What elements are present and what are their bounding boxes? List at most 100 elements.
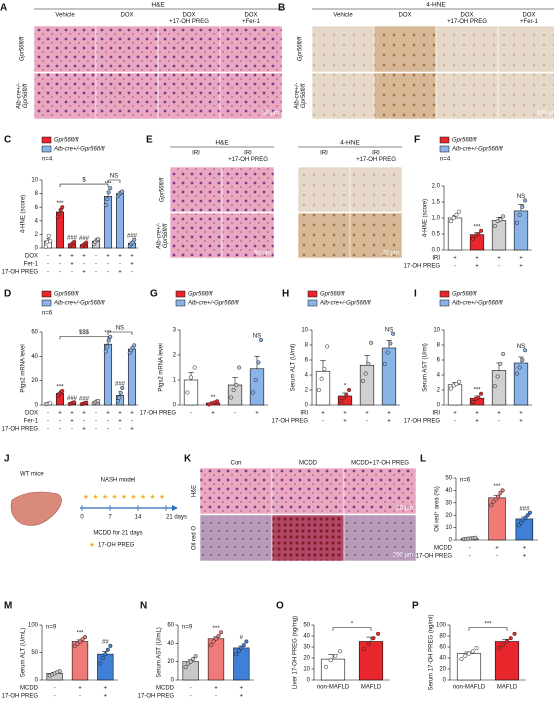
data-point bbox=[215, 399, 220, 404]
data-point bbox=[228, 395, 233, 400]
condition-sign: + bbox=[130, 254, 134, 260]
legend-label: Alb-cre+/-Gpr56fl/fl bbox=[451, 147, 503, 153]
bracket-label: NS bbox=[116, 326, 124, 332]
data-point bbox=[476, 231, 481, 237]
column-label: +Fer-1 bbox=[520, 19, 539, 25]
row-label: Alb-cre+/- Gpr56fl/fl bbox=[294, 83, 307, 110]
y-tick-label: 10 bbox=[301, 328, 308, 334]
data-point bbox=[213, 636, 219, 641]
data-point bbox=[498, 490, 503, 495]
condition-label: IRI bbox=[300, 411, 308, 417]
data-point bbox=[105, 647, 110, 652]
data-point bbox=[338, 399, 343, 404]
micrograph bbox=[343, 514, 417, 562]
row-label-text: Gpr56fl/fl bbox=[298, 36, 304, 61]
y-tick-label: 6 bbox=[305, 358, 309, 364]
scale-label: 20 μm bbox=[382, 251, 399, 257]
row-label-text: Alb-cre+/- bbox=[294, 83, 300, 110]
panel-letter: F bbox=[414, 135, 420, 146]
legend-swatch bbox=[175, 290, 186, 298]
condition-sign: - bbox=[54, 694, 56, 700]
y-axis-label: Serum AST (U/ml) bbox=[423, 343, 429, 392]
condition-sign: - bbox=[59, 427, 61, 433]
condition-sign: - bbox=[95, 419, 97, 425]
column-label: MCDD+17-OH PREG bbox=[351, 461, 409, 467]
y-axis-label: 4-HNE (score) bbox=[21, 195, 27, 233]
condition-sign: + bbox=[523, 554, 527, 560]
condition-sign: - bbox=[131, 270, 133, 276]
label: WT mice bbox=[20, 472, 44, 478]
condition-sign: + bbox=[82, 427, 86, 433]
condition-sign: + bbox=[130, 427, 134, 433]
row-label: H&E bbox=[192, 485, 198, 497]
bar bbox=[115, 193, 125, 249]
column-label: DOX bbox=[460, 13, 473, 19]
scale-label: 50 μm bbox=[254, 251, 271, 257]
micrograph bbox=[297, 212, 351, 259]
micrograph bbox=[33, 72, 97, 120]
significance: *** bbox=[76, 631, 84, 637]
star: ★ bbox=[111, 493, 117, 501]
micrograph bbox=[349, 212, 403, 259]
condition-sign: + bbox=[118, 254, 122, 260]
legend-label: Alb-cre+/-Gpr56fl/fl bbox=[187, 301, 239, 307]
data-point bbox=[77, 639, 83, 644]
condition-sign: - bbox=[71, 270, 73, 276]
timeline-label: 0 bbox=[80, 515, 84, 521]
condition-sign: + bbox=[365, 411, 369, 417]
condition-sign: - bbox=[498, 264, 500, 270]
data-point bbox=[319, 376, 324, 381]
significance: # bbox=[240, 635, 244, 641]
y-tick-label: 0 bbox=[173, 403, 177, 409]
data-point bbox=[501, 642, 506, 647]
data-point bbox=[470, 236, 475, 241]
condition-sign: + bbox=[255, 411, 259, 417]
data-point bbox=[496, 494, 501, 499]
data-point bbox=[366, 641, 371, 646]
data-point bbox=[46, 233, 51, 238]
data-point bbox=[98, 661, 103, 666]
condition-sign: + bbox=[240, 686, 244, 692]
column-label: +17-OH PREG bbox=[228, 157, 268, 163]
data-point bbox=[72, 400, 77, 405]
label: NASH model bbox=[101, 478, 136, 484]
data-point bbox=[211, 639, 216, 644]
data-point bbox=[517, 365, 522, 370]
significance: * bbox=[344, 384, 347, 390]
condition-sign: + bbox=[523, 546, 527, 552]
panel-letter: E bbox=[146, 135, 153, 146]
micrograph bbox=[199, 467, 273, 515]
condition-sign: - bbox=[47, 419, 49, 425]
significance: ### bbox=[79, 236, 90, 242]
panel-letter: A bbox=[0, 3, 7, 14]
significance: NS bbox=[517, 344, 525, 350]
condition-label: 17-OH PREG bbox=[272, 419, 309, 425]
column-label: +17-OH PREG bbox=[447, 19, 487, 25]
panel-letter: P bbox=[412, 601, 419, 612]
row-label-text: Gpr56fl/fl bbox=[160, 177, 166, 202]
data-point bbox=[105, 196, 110, 202]
legend-label: Alb-cre+/-Gpr56fl/fl bbox=[53, 301, 105, 307]
y-axis-label: Serum ALT (U/mL) bbox=[21, 628, 27, 677]
bar bbox=[127, 348, 137, 406]
condition-sign: + bbox=[497, 411, 501, 417]
x-tick-label: non-MAFLD bbox=[317, 685, 350, 691]
condition-label: 17-OH PREG bbox=[140, 411, 177, 417]
micrograph bbox=[95, 72, 159, 120]
column-label: IRI bbox=[372, 151, 380, 157]
star: ★ bbox=[121, 493, 127, 501]
condition-sign: - bbox=[107, 262, 109, 268]
condition-sign: + bbox=[387, 419, 391, 425]
data-point bbox=[259, 337, 264, 343]
data-point bbox=[193, 654, 198, 659]
condition-sign: - bbox=[95, 427, 97, 433]
y-axis-label: 4-HNE (score) bbox=[423, 199, 429, 237]
panel-letter: G bbox=[150, 289, 158, 300]
column-label: DOX bbox=[182, 13, 195, 19]
data-point bbox=[132, 343, 137, 348]
condition-sign: + bbox=[104, 686, 108, 692]
significance: ### bbox=[127, 233, 138, 239]
condition-sign: - bbox=[469, 554, 471, 560]
y-tick-label: 60 bbox=[167, 623, 174, 629]
micrograph bbox=[169, 166, 223, 213]
